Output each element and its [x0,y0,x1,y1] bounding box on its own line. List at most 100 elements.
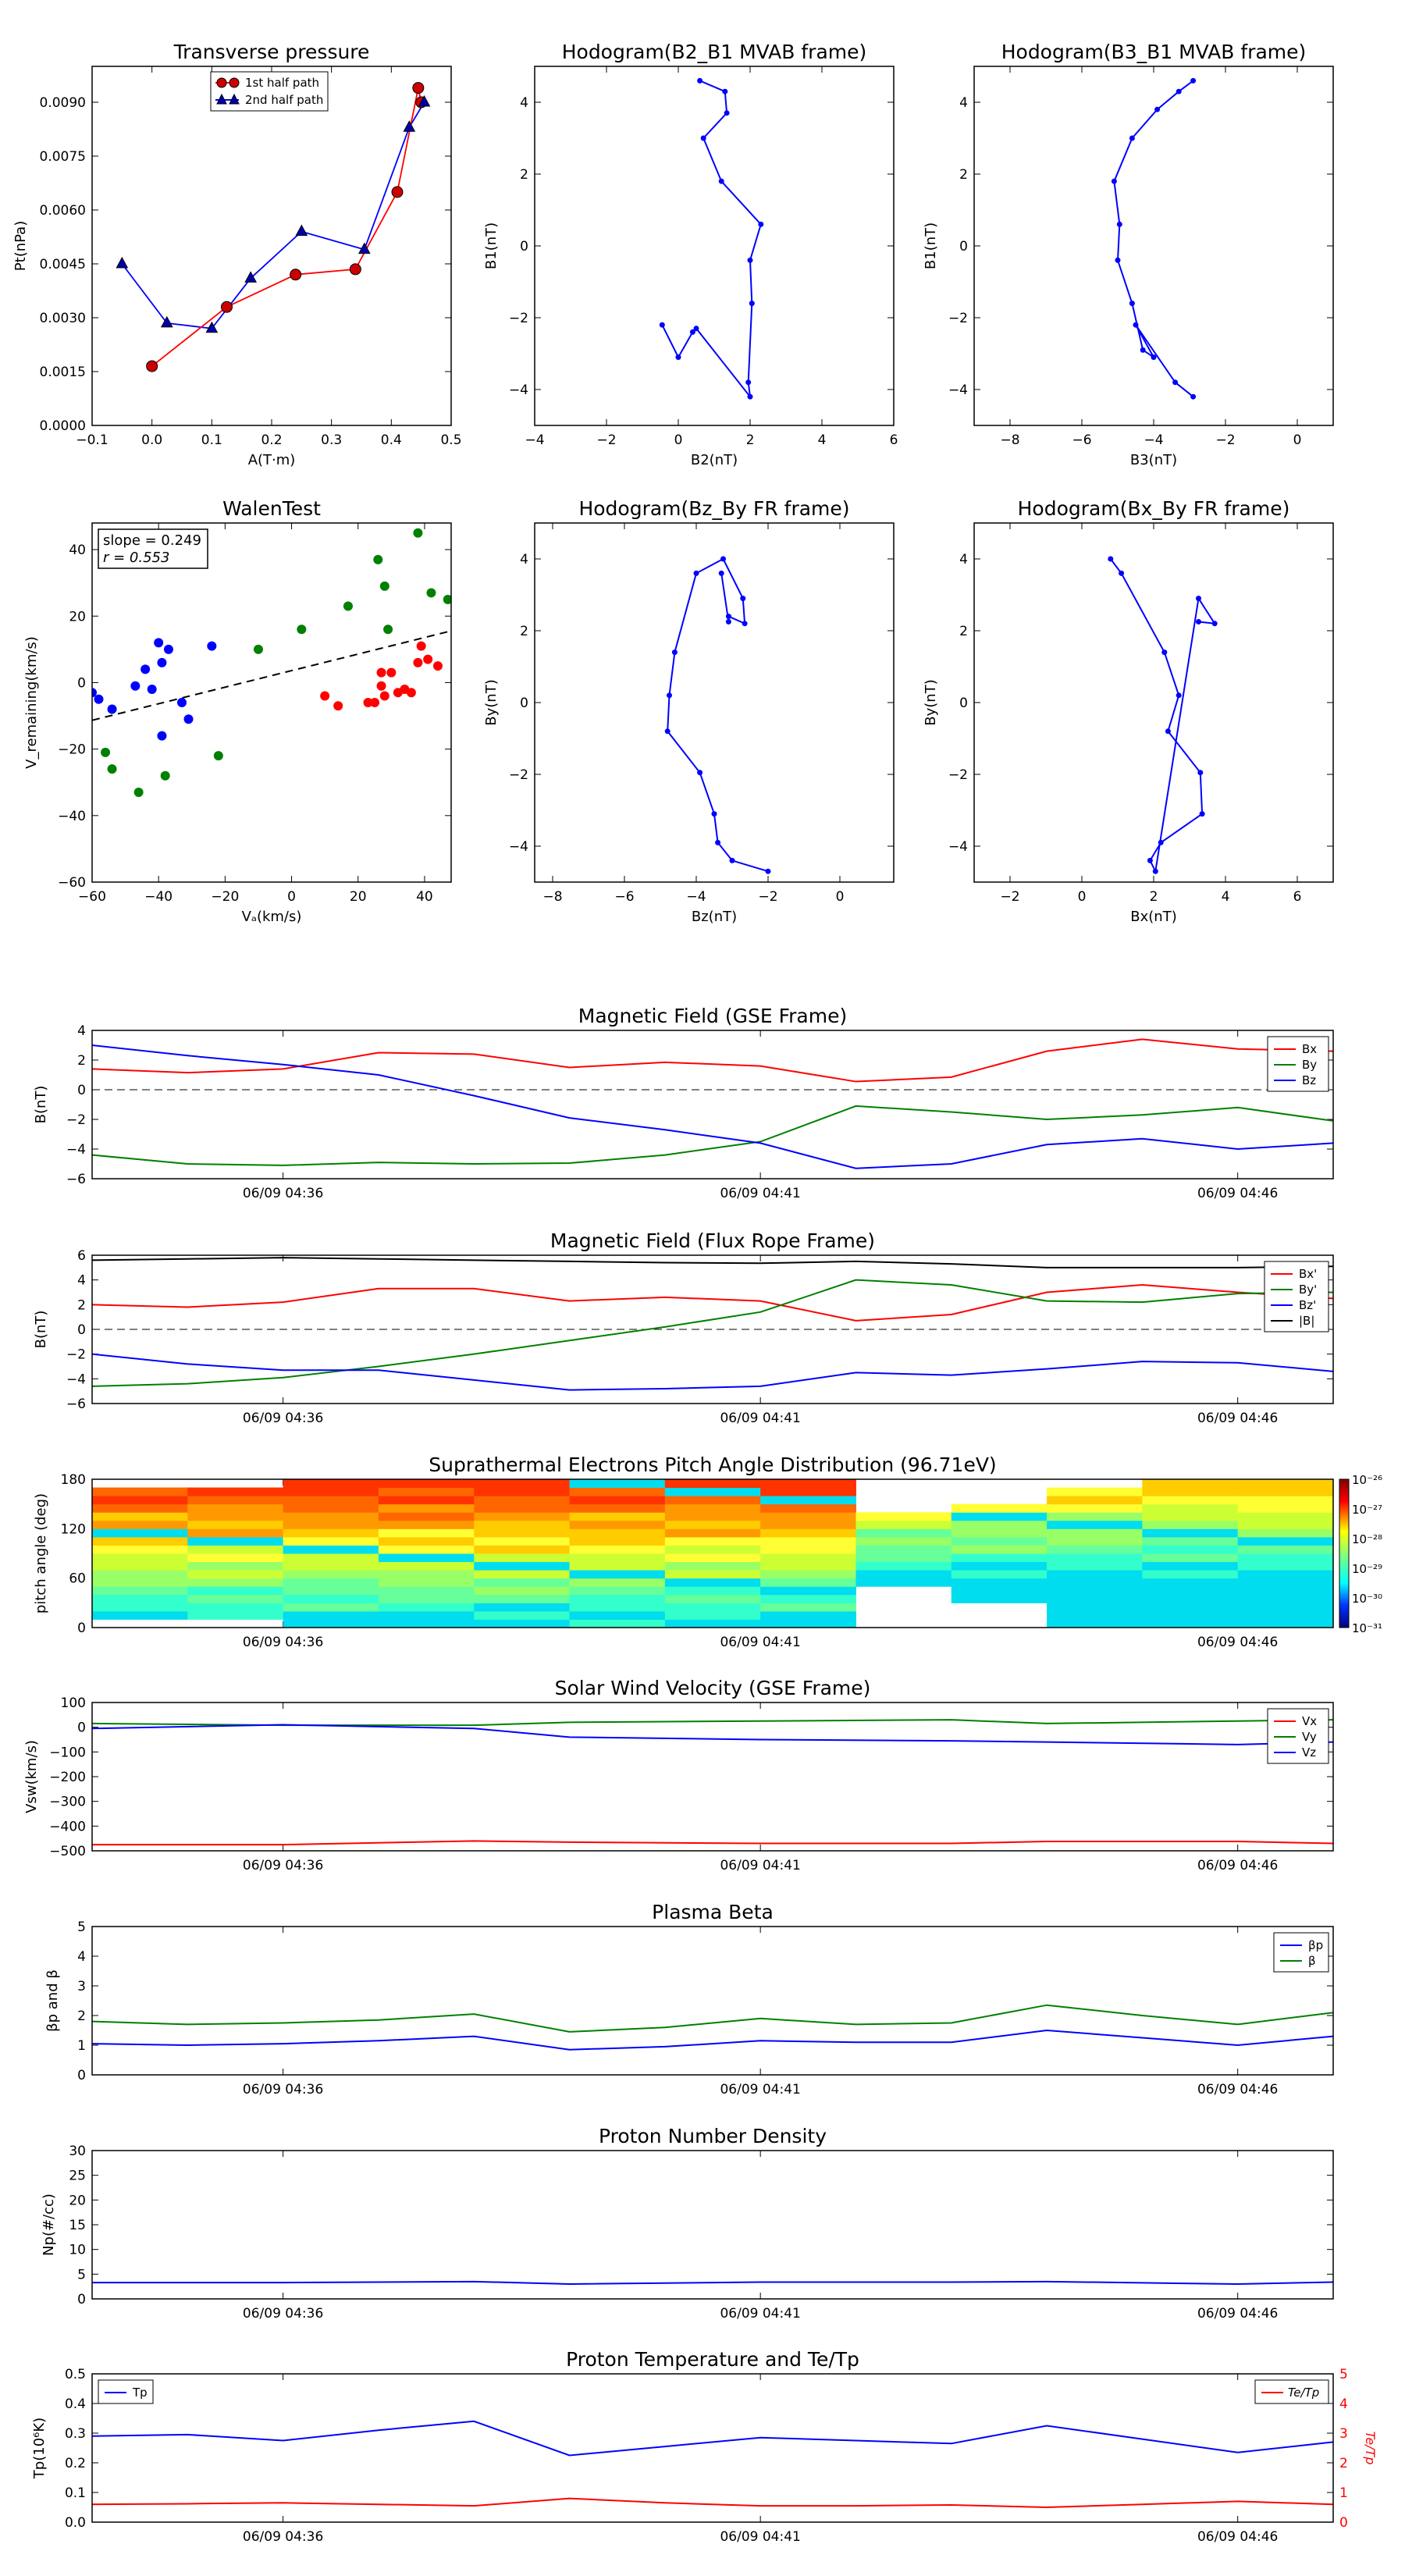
hodo_bxby-plot [1108,556,1218,874]
pad-cell [760,1487,856,1496]
transverse-xtick-label: 0.0 [141,432,162,448]
pad-cell [1142,1496,1239,1505]
pad-cell [283,1570,379,1579]
pad-cell [664,1503,761,1513]
hodo_b2b1-point [724,110,730,116]
bgse-line-By [92,1105,1333,1166]
tp-plot [92,2420,1333,2509]
np-ytick-label: 15 [69,2218,86,2233]
transverse-1st-marker [146,360,158,372]
pad-cell [1142,1545,1239,1554]
hodo_b2b1-ytick-label: −2 [509,311,528,326]
transverse-2nd-line [121,101,425,329]
pad-cell [1142,1594,1239,1603]
hodo_b2b1-ytick-label: 2 [520,167,528,183]
transverse-legend-box [210,71,329,112]
pad-cell [664,1610,761,1620]
hodo_b2b1-ytick-label: 0 [520,239,528,254]
beta-line [92,2029,1333,2051]
hodo_b2b1-title: Hodogram(B2_B1 MVAB frame) [562,41,867,63]
tp-time-label: 06/09 04:41 [720,2529,800,2545]
tp-ytick-label: 0.3 [65,2426,86,2442]
pad-cell [664,1545,761,1554]
transverse-1st-marker [391,186,404,198]
transverse-title: Transverse pressure [173,41,370,63]
tp-ytick-label: 0.0 [65,2515,86,2531]
pad-cell [664,1496,761,1505]
pad-cell [187,1586,284,1596]
hodo_bzby-ytick-label: 4 [520,552,528,568]
axes-frame [91,1702,1334,1852]
hodo_bxby-ytick-label: −4 [948,839,968,855]
walen-point [426,588,436,598]
walen-point [373,554,383,564]
bgse-ytick-label: 4 [77,1023,86,1039]
np-time-label: 06/09 04:36 [243,2306,323,2322]
hodo_bxby-xtick-label: 4 [1222,889,1230,905]
vsw-ytick-label: −500 [49,1844,86,1859]
pad-cell [187,1536,284,1546]
bgse-legend-label: Bx [1302,1042,1317,1056]
pad-cell [283,1619,379,1628]
np-ytick-label: 25 [69,2169,86,2184]
pad-cell [92,1520,188,1529]
walen-point [177,698,187,707]
pad-cell [760,1536,856,1546]
transverse-xtick-label: 0.5 [440,432,461,448]
bfr-line [92,1279,1333,1387]
pad-cell [569,1561,666,1571]
pad-cell [378,1610,475,1620]
walen-point [370,698,380,707]
pad-cell [1142,1479,1239,1489]
pad-cell [378,1487,475,1496]
vsw-ytick-label: −100 [49,1745,86,1760]
hodo_b2b1-xtick-label: 6 [890,432,898,448]
pad-cell [1237,1586,1333,1596]
pad-cell [760,1619,856,1628]
transverse-xtick-label: 0.4 [381,432,402,448]
walen-point [379,581,389,591]
hodo_b2b1-path [661,80,762,400]
pad-cell [474,1610,571,1620]
bfr-time-label: 06/09 04:46 [1197,1411,1278,1426]
bfr-plot [92,1257,1333,1391]
hodo_bzby-ytick-label: −2 [509,767,528,783]
walen-title: WalenTest [222,497,321,520]
pad-cell [187,1503,284,1513]
hodo_b2b1-point [722,88,728,94]
bfr-time-label: 06/09 04:36 [243,1411,323,1426]
hodo_bzby-xtick-label: −2 [758,889,777,905]
walen-point [406,688,416,698]
transverse-2nd-marker [160,315,173,328]
pad-cell [664,1553,761,1563]
beta-line [92,2004,1333,2033]
hodo_b3b1-point [1129,135,1135,141]
pad-cell [474,1603,571,1612]
pad-cell [760,1520,856,1529]
hodo_bzby-ytick-label: 0 [520,696,528,711]
pad-cell [1047,1619,1143,1628]
walen-point [147,684,157,694]
tp-ytick2-label: 4 [1339,2396,1348,2412]
transverse-1st-marker [290,269,302,281]
pad-cell [1142,1619,1239,1628]
hodo_bxby-path [1110,558,1217,874]
axes-frame [91,1030,1334,1179]
hodo_bxby-point [1119,570,1125,576]
pad-cell [474,1545,571,1554]
tp-ytick-label: 0.4 [65,2396,86,2412]
hodo_b2b1-xlabel: B2(nT) [691,452,738,468]
pad-cell [1142,1536,1239,1546]
pad-cell [760,1479,856,1489]
bfr-legend-label: By' [1299,1283,1317,1297]
hodo_bzby-xtick-label: −6 [614,889,634,905]
pad-cell [187,1545,284,1554]
pad-cell [1047,1553,1143,1563]
pad-cell [283,1594,379,1603]
pad-cbar-label: 10⁻²⁹ [1352,1562,1382,1576]
hodo_bzby-point [740,596,746,602]
beta-ytick-label: 4 [77,1949,86,1965]
pad-cell [569,1610,666,1620]
pad-cell [664,1536,761,1546]
